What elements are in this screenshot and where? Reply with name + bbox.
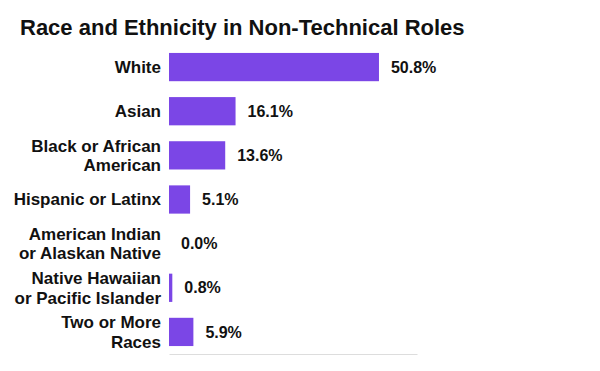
- bar: [169, 97, 236, 125]
- data-label: 0.0%: [181, 235, 217, 252]
- y-tick: American Indianor Alaskan Native: [19, 225, 161, 264]
- bar: [169, 141, 225, 169]
- category-label: Asian: [115, 102, 161, 121]
- y-tick: Hispanic or Latinx: [14, 190, 162, 209]
- bar: [169, 230, 170, 258]
- data-labels: 50.8% 16.1% 13.6% 5.1% 0.0% 0.8% 5.9%: [181, 59, 436, 341]
- category-label: Two or MoreRaces: [61, 313, 161, 352]
- category-label: American Indianor Alaskan Native: [19, 225, 161, 264]
- category-label: Native Hawaiianor Pacific Islander: [15, 269, 162, 308]
- y-tick: White: [115, 58, 161, 77]
- data-label: 50.8%: [391, 59, 436, 76]
- category-label: Hispanic or Latinx: [14, 190, 162, 209]
- bars: [169, 53, 379, 346]
- y-tick: Asian: [115, 102, 161, 121]
- x-axis: [170, 354, 418, 355]
- y-tick: Native Hawaiianor Pacific Islander: [15, 269, 162, 308]
- y-tick: Black or AfricanAmerican: [31, 137, 161, 176]
- data-label: 5.9%: [205, 324, 241, 341]
- x-axis-line: [170, 354, 418, 355]
- bar: [169, 318, 193, 346]
- title: Race and Ethnicity in Non-Technical Role…: [20, 15, 465, 40]
- bar: [169, 53, 379, 81]
- y-tick: Two or MoreRaces: [61, 313, 161, 352]
- bar: [169, 185, 190, 213]
- bar: [169, 274, 172, 302]
- data-label: 0.8%: [184, 279, 220, 296]
- data-label: 16.1%: [248, 103, 293, 120]
- chart: Race and Ethnicity in Non-Technical Role…: [0, 0, 600, 371]
- y-axis: White Asian Black or AfricanAmerican Hispan…: [14, 58, 162, 352]
- data-label: 5.1%: [202, 191, 238, 208]
- category-label: Black or AfricanAmerican: [31, 137, 161, 176]
- category-label: White: [115, 58, 161, 77]
- data-label: 13.6%: [237, 147, 282, 164]
